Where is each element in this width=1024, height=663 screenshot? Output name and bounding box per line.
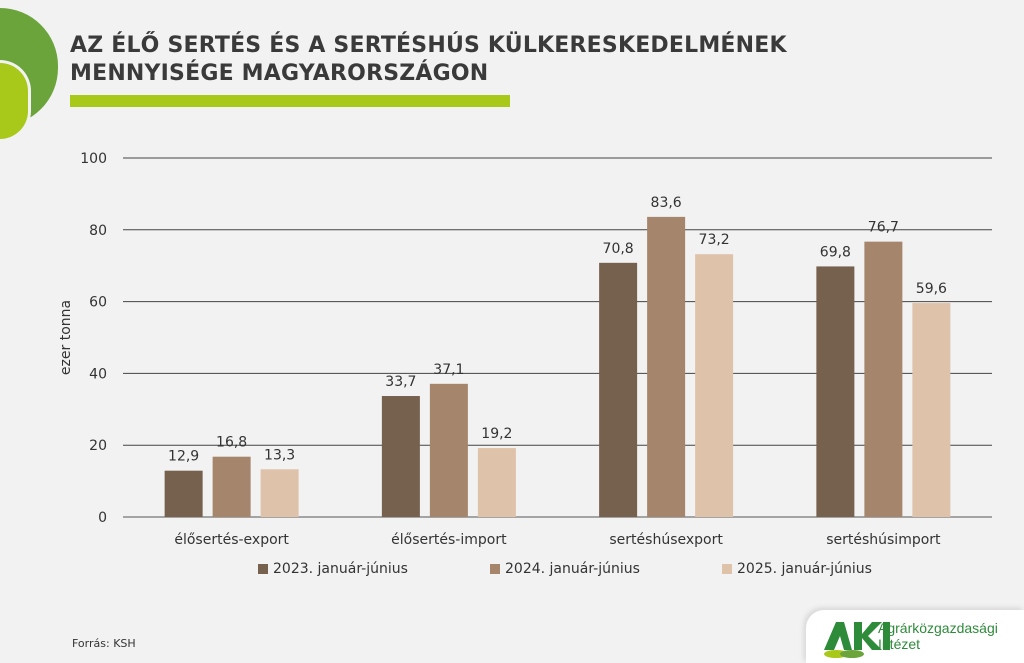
data-label: 33,7 xyxy=(385,374,416,390)
source-note: Forrás: KSH xyxy=(72,637,136,650)
legend-swatch xyxy=(722,564,732,574)
legend-item: 2024. január-június xyxy=(490,561,640,577)
page-title: AZ ÉLŐ SERTÉS ÉS A SERTÉSHÚS KÜLKERESKED… xyxy=(70,32,787,88)
logo-line-2: Intézet xyxy=(878,636,921,652)
bar xyxy=(212,456,251,517)
y-tick-label: 100 xyxy=(80,151,107,167)
legend-swatch xyxy=(490,564,500,574)
y-axis-label: ezer tonna xyxy=(58,300,74,375)
data-label: 12,9 xyxy=(168,449,199,465)
data-label: 76,7 xyxy=(868,220,899,236)
y-tick-label: 80 xyxy=(89,223,107,239)
bar xyxy=(816,266,855,517)
legend-label: 2025. január-június xyxy=(737,561,872,577)
bar xyxy=(864,241,903,517)
x-tick-label: élősertés-export xyxy=(174,532,289,548)
data-label: 69,8 xyxy=(820,244,851,260)
bar xyxy=(260,469,299,517)
bar xyxy=(381,396,420,517)
data-label: 83,6 xyxy=(651,195,682,211)
bar xyxy=(477,448,516,517)
data-label: 19,2 xyxy=(481,426,512,442)
y-tick-label: 20 xyxy=(89,438,107,454)
x-tick-label: sertéshúsimport xyxy=(826,532,941,548)
title-line-1: AZ ÉLŐ SERTÉS ÉS A SERTÉSHÚS KÜLKERESKED… xyxy=(70,33,787,58)
legend-item: 2025. január-június xyxy=(722,561,872,577)
bar xyxy=(912,303,951,517)
bar xyxy=(647,216,686,517)
bar xyxy=(695,254,734,517)
data-label: 59,6 xyxy=(916,281,947,297)
legend-label: 2024. január-június xyxy=(505,561,640,577)
y-tick-label: 60 xyxy=(89,295,107,311)
legend-item: 2023. január-június xyxy=(258,561,408,577)
aki-logo: Agrárközgazdasági Intézet xyxy=(806,610,1024,663)
bar xyxy=(429,383,468,517)
data-label: 73,2 xyxy=(699,232,730,248)
y-tick-label: 0 xyxy=(98,510,107,526)
legend-swatch xyxy=(258,564,268,574)
title-line-2: MENNYISÉGE MAGYARORSZÁGON xyxy=(70,61,489,86)
logo-line-1: Agrárközgazdasági xyxy=(878,620,998,636)
data-label: 37,1 xyxy=(433,362,464,378)
x-tick-label: sertéshúsexport xyxy=(609,532,723,548)
data-label: 70,8 xyxy=(603,241,634,257)
bar xyxy=(164,470,203,517)
aki-logo-mark-icon xyxy=(824,622,890,658)
data-label: 16,8 xyxy=(216,435,247,451)
legend-label: 2023. január-június xyxy=(273,561,408,577)
x-tick-label: élősertés-import xyxy=(391,532,507,548)
bar xyxy=(599,262,638,517)
data-label: 13,3 xyxy=(264,447,295,463)
title-underline xyxy=(70,95,510,107)
y-tick-label: 40 xyxy=(89,366,107,382)
